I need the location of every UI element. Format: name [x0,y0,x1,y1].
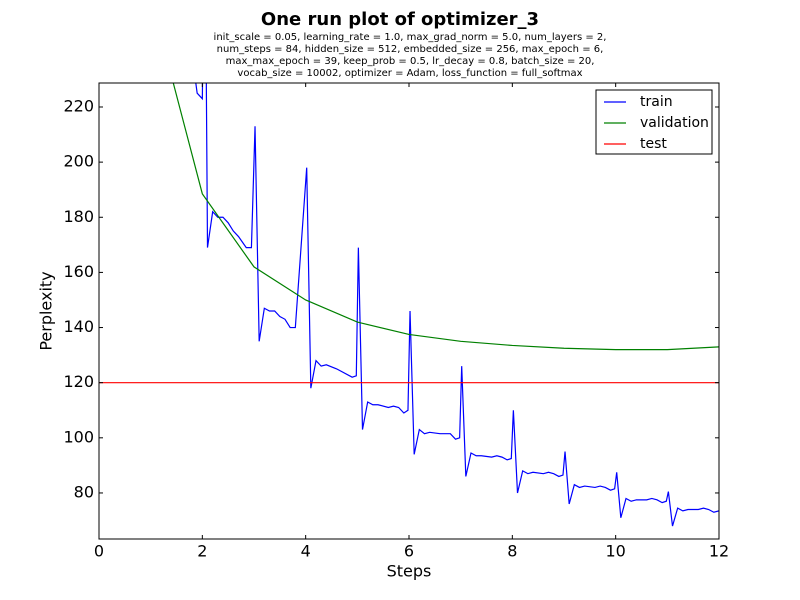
chart-subtitle: max_max_epoch = 39, keep_prob = 0.5, lr_… [226,56,595,67]
x-tick-label: 4 [301,542,311,561]
x-tick-label: 12 [709,542,729,561]
legend-label: train [640,94,673,110]
y-tick-label: 80 [74,482,94,501]
legend-box [595,89,713,155]
y-tick-label: 160 [63,262,94,281]
x-tick-label: 0 [94,542,104,561]
series-line [195,83,719,527]
x-axis-label: Steps [387,562,432,581]
chart-title: One run plot of optimizer_3 [261,9,539,30]
y-tick-label: 180 [63,207,94,226]
chart-subtitle: num_steps = 84, hidden_size = 512, embed… [217,44,604,55]
x-tick-label: 10 [605,542,625,561]
y-axis-label: Perplexity [37,271,56,350]
x-tick-label: 8 [507,542,517,561]
x-tick-label: 2 [197,542,207,561]
y-tick-label: 120 [63,372,94,391]
legend-label: validation [640,115,709,131]
plot-lines [99,83,719,527]
series-line [172,83,719,351]
y-tick-label: 200 [63,152,94,171]
y-tick-label: 140 [63,317,94,336]
y-tick-label: 100 [63,427,94,446]
chart-subtitle: init_scale = 0.05, learning_rate = 1.0, … [214,32,607,43]
y-tick-label: 220 [63,96,94,115]
legend-label: test [640,136,667,152]
x-tick-label: 6 [404,542,414,561]
chart-subtitle: vocab_size = 10002, optimizer = Adam, lo… [237,68,582,79]
